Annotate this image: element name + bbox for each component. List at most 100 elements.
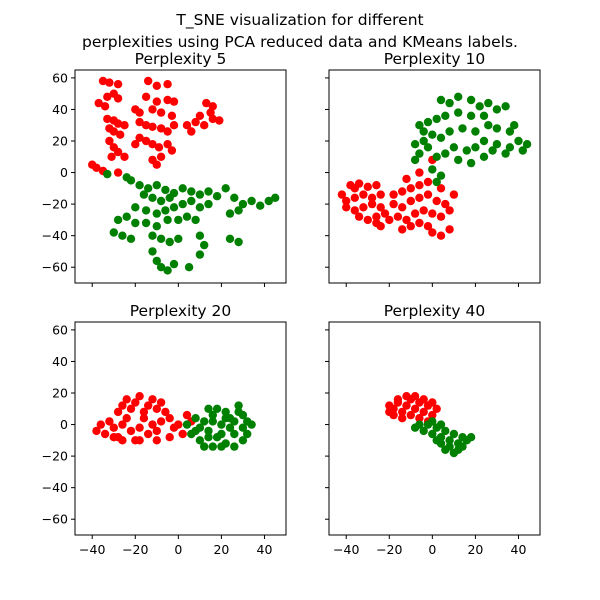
data-point [131, 398, 140, 407]
data-point [492, 140, 502, 149]
data-point [195, 190, 205, 199]
data-point [484, 98, 493, 108]
data-point [126, 404, 136, 413]
data-point [436, 184, 446, 193]
data-point [445, 98, 454, 108]
data-point [466, 433, 476, 442]
data-point [410, 140, 420, 149]
data-point [415, 149, 424, 158]
data-point [148, 247, 157, 256]
data-point [350, 206, 359, 215]
data-point [441, 445, 450, 454]
data-point [458, 442, 467, 451]
data-point [436, 231, 446, 240]
data-point [156, 398, 166, 407]
data-point [436, 420, 446, 429]
data-point [174, 215, 183, 225]
data-point [105, 417, 114, 426]
data-point [441, 149, 450, 158]
data-point [428, 130, 437, 139]
x-tick-label: 0 [428, 542, 436, 557]
data-point [135, 436, 144, 445]
axes-frame [328, 69, 541, 284]
data-point [135, 181, 144, 190]
data-point [428, 417, 437, 426]
data-point [398, 225, 407, 234]
data-point [221, 414, 230, 423]
subplot-title: Perplexity 5 [135, 50, 227, 68]
data-point [225, 423, 235, 432]
data-point [100, 429, 110, 439]
data-point [195, 250, 205, 259]
data-point [406, 184, 415, 193]
data-point [113, 147, 123, 157]
data-point [385, 407, 394, 417]
data-point [200, 121, 209, 130]
data-point [501, 149, 510, 158]
data-point [152, 81, 161, 91]
data-point [514, 136, 523, 146]
data-point [217, 442, 226, 451]
data-point [367, 193, 377, 202]
data-point [510, 121, 519, 130]
data-point [174, 234, 183, 243]
data-point [165, 414, 174, 423]
subplot-title: Perplexity 40 [384, 302, 486, 320]
data-point [126, 234, 136, 243]
data-point [135, 392, 144, 401]
data-point [148, 420, 157, 429]
data-point [156, 196, 166, 206]
data-point [195, 203, 205, 212]
data-point [191, 215, 200, 225]
data-point [423, 143, 433, 152]
data-point [113, 119, 123, 128]
data-point [441, 111, 450, 121]
data-point [402, 174, 411, 184]
data-point [169, 259, 179, 269]
subplot-title: Perplexity 10 [384, 50, 486, 68]
data-point [238, 436, 248, 445]
data-point [105, 136, 114, 146]
x-tick-label: 0 [174, 542, 182, 557]
data-point [359, 190, 368, 199]
data-point [161, 206, 170, 215]
data-point [144, 401, 153, 410]
data-point [206, 108, 215, 117]
y-tick-label: 40 [52, 102, 68, 117]
data-point [208, 442, 217, 451]
data-point [402, 392, 411, 401]
x-tick-label: 40 [257, 542, 273, 557]
data-point [202, 98, 211, 108]
data-point [372, 181, 381, 190]
y-tick-label: 60 [52, 322, 68, 337]
data-point [359, 203, 368, 212]
data-point [148, 105, 157, 114]
data-point [432, 152, 441, 161]
data-point [256, 201, 265, 210]
data-point [423, 190, 433, 199]
data-point [169, 121, 179, 130]
data-point [182, 410, 192, 420]
data-point [120, 152, 129, 161]
data-point [118, 231, 127, 240]
data-point [141, 121, 151, 130]
data-point [247, 196, 256, 206]
data-point [415, 121, 424, 130]
data-point [113, 407, 123, 417]
data-point [428, 165, 437, 174]
data-point [191, 117, 200, 127]
data-point [139, 414, 149, 423]
series-0 [337, 155, 459, 240]
data-point [122, 414, 131, 423]
data-point [182, 121, 192, 130]
data-point [169, 203, 179, 212]
x-tick-label: 20 [213, 542, 229, 557]
data-point [141, 136, 151, 146]
data-point [415, 193, 424, 202]
data-point [393, 395, 403, 404]
data-point [152, 256, 161, 266]
data-point [109, 423, 119, 432]
data-point [167, 146, 177, 155]
data-point [410, 392, 420, 401]
